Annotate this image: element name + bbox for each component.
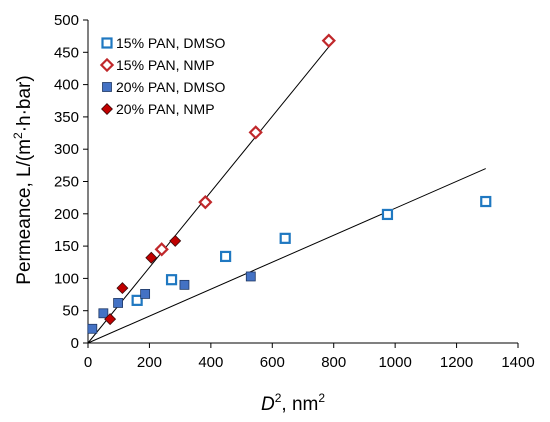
x-axis-title: D2, nm2: [261, 391, 325, 415]
x-tick-label: 400: [198, 354, 223, 371]
y-tick-label: 400: [54, 77, 79, 94]
x-tick-label: 200: [137, 354, 162, 371]
y-axis-title-text: Permeance, L/(m: [14, 139, 35, 285]
data-point: [87, 323, 98, 334]
trendlines: [87, 44, 486, 344]
data-points: [87, 33, 492, 334]
data-point: [169, 234, 182, 247]
y-axis-title-exp: 2: [11, 132, 25, 139]
data-point: [145, 251, 158, 264]
legend-marker: [101, 37, 113, 49]
data-point: [140, 289, 151, 299]
y-tick-label: 350: [54, 109, 79, 126]
y-tick-label: 300: [54, 141, 79, 158]
y-axis-title: Permeance, L/(m2·h·bar): [11, 75, 35, 284]
legend-marker: [102, 82, 112, 92]
y-tick-label: 250: [54, 174, 79, 191]
x-axis-title-exp: 2: [275, 391, 282, 405]
data-point: [245, 271, 256, 282]
series-1: [154, 33, 336, 257]
x-axis-title-var: D: [261, 394, 275, 415]
x-tick-label: 800: [321, 354, 346, 371]
legend-item: 20% PAN, NMP: [101, 101, 215, 117]
data-point: [154, 242, 169, 257]
data-point: [381, 208, 394, 221]
data-point: [104, 313, 117, 326]
x-tick-label: 1200: [440, 354, 473, 371]
tick-labels: 0 50 100 150 200 250 300 350 400 450 500 0 200 400 600…: [54, 12, 535, 371]
y-tick-label: 100: [54, 270, 79, 287]
legend-label: 20% PAN, NMP: [116, 101, 215, 117]
y-tick-label: 500: [54, 12, 79, 29]
data-point: [165, 274, 178, 286]
trendline: [87, 168, 486, 344]
legend: 15% PAN, DMSO 15% PAN, NMP 20% PAN, DMSO 20…: [99, 35, 226, 117]
x-tick-label: 0: [84, 354, 92, 371]
data-point: [220, 250, 232, 263]
series-0: [131, 195, 492, 306]
series-2: [87, 271, 256, 334]
data-point: [113, 298, 123, 308]
data-point: [116, 282, 129, 295]
data-point: [98, 308, 109, 319]
x-tick-label: 1400: [501, 354, 534, 371]
data-point: [279, 232, 291, 244]
legend-label: 15% PAN, DMSO: [116, 35, 226, 51]
y-tick-label: 150: [54, 238, 79, 255]
legend-marker: [101, 103, 113, 115]
axes: [83, 19, 519, 348]
y-tick-label: 450: [54, 44, 79, 61]
x-tick-label: 600: [260, 354, 285, 371]
data-point: [131, 294, 143, 306]
y-tick-label: 50: [62, 303, 79, 320]
x-tick-label: 1000: [378, 354, 411, 371]
y-axis-title-rest: ·h·bar): [14, 75, 35, 132]
data-point: [179, 279, 190, 290]
series-3: [104, 234, 182, 326]
legend-item: 20% PAN, DMSO: [102, 79, 226, 95]
data-point: [248, 125, 263, 140]
y-tick-label: 0: [71, 335, 79, 352]
legend-item: 15% PAN, NMP: [99, 57, 215, 73]
legend-label: 20% PAN, DMSO: [116, 79, 226, 95]
y-tick-label: 200: [54, 206, 79, 223]
legend-item: 15% PAN, DMSO: [101, 35, 226, 51]
x-axis-title-unit-exp: 2: [318, 391, 325, 405]
legend-marker: [99, 57, 115, 73]
trendline: [87, 44, 332, 344]
data-point: [321, 33, 336, 48]
data-point: [480, 195, 492, 208]
legend-label: 15% PAN, NMP: [116, 57, 215, 73]
data-point: [198, 195, 213, 210]
x-axis-title-unit: , nm: [281, 394, 318, 415]
